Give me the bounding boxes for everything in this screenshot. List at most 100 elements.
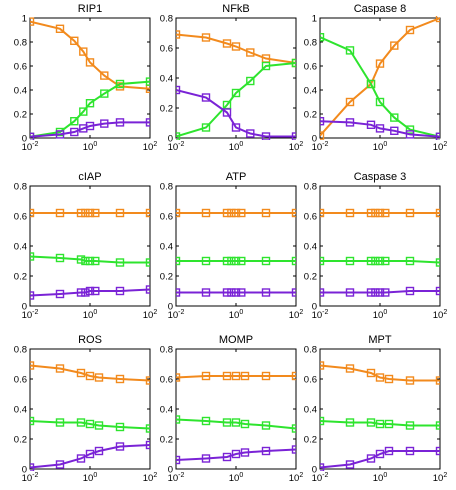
data-point-purple <box>371 288 380 297</box>
y-tick-label: 0.2 <box>304 272 317 283</box>
data-point-purple <box>201 288 211 297</box>
series-line-orange <box>30 364 150 382</box>
data-point-green <box>176 415 181 424</box>
data-point-green <box>345 256 355 266</box>
y-tick-label: 1 <box>22 14 27 25</box>
data-point-orange <box>366 368 376 378</box>
data-point-purple <box>91 286 100 296</box>
y-tick-label: 0.2 <box>304 110 317 121</box>
data-point-green <box>231 256 241 266</box>
data-point-purple <box>231 123 241 132</box>
x-tick-label: 102 <box>289 472 304 484</box>
data-point-green <box>345 46 355 55</box>
panel-rip1: RIP1 0 0.2 0.4 0.6 0.8 1 10-2 100 102 <box>14 3 158 153</box>
data-point-green <box>115 422 125 432</box>
data-point-green <box>231 88 241 98</box>
data-point-orange <box>176 373 181 382</box>
data-point-purple <box>345 288 355 297</box>
data-point-orange <box>30 17 35 26</box>
data-point-orange <box>231 42 241 51</box>
y-tick-label: 0.6 <box>160 212 173 223</box>
y-tick-label: 0 <box>22 302 27 313</box>
data-point-orange <box>145 208 150 218</box>
panel-title: Caspase 8 <box>354 3 407 15</box>
y-tick-label: 0 <box>168 134 173 145</box>
panel-title: cIAP <box>78 171 101 183</box>
x-tick-label: 102 <box>433 472 448 484</box>
data-point-purple <box>240 448 250 457</box>
data-point-purple <box>261 132 271 140</box>
data-point-orange <box>176 30 181 39</box>
data-point-purple <box>320 288 325 297</box>
data-point-orange <box>222 208 232 218</box>
y-tick-label: 0.8 <box>160 345 173 356</box>
data-point-green <box>246 76 255 86</box>
y-tick-label: 0.8 <box>14 345 27 356</box>
data-point-purple <box>145 440 150 450</box>
data-point-green <box>145 77 150 86</box>
data-point-purple <box>320 463 325 471</box>
series-line-purple <box>320 120 440 138</box>
data-point-green <box>405 125 415 134</box>
data-point-purple <box>366 454 376 463</box>
data-point-green <box>201 123 211 132</box>
y-tick-label: 0.4 <box>304 86 317 97</box>
data-point-purple <box>366 288 376 297</box>
data-point-orange <box>145 376 150 385</box>
data-point-green <box>435 258 440 267</box>
y-tick-label: 0.8 <box>304 38 317 49</box>
panel-ros: ROS 0 0.2 0.4 0.6 0.8 10-2 100 102 <box>14 334 158 484</box>
data-point-purple <box>55 130 65 139</box>
data-point-orange <box>320 131 325 140</box>
y-tick-label: 0 <box>312 302 317 313</box>
data-point-orange <box>366 208 376 218</box>
data-point-orange <box>30 208 35 218</box>
data-point-purple <box>231 449 241 459</box>
data-point-green <box>375 256 385 266</box>
data-point-purple <box>176 85 181 95</box>
data-point-purple <box>222 108 232 117</box>
data-point-purple <box>115 286 125 296</box>
data-point-purple <box>375 288 385 297</box>
data-point-green <box>115 258 125 267</box>
data-point-orange <box>231 208 241 218</box>
x-tick-label: 102 <box>143 472 158 484</box>
series-line-green <box>30 420 150 430</box>
data-point-purple <box>231 288 241 297</box>
data-point-green <box>55 418 65 427</box>
data-point-purple <box>94 446 104 456</box>
y-tick-label: 0 <box>22 134 27 145</box>
data-point-green <box>85 98 95 108</box>
data-point-purple <box>85 121 95 131</box>
axes-box <box>175 185 297 307</box>
data-point-orange <box>76 208 86 218</box>
x-tick-label: 100 <box>83 309 98 321</box>
data-point-purple <box>115 442 125 451</box>
data-point-purple <box>85 449 95 459</box>
panel-nfkb: NFkB 0 0.2 0.4 0.6 0.8 10-2 100 102 <box>160 3 304 153</box>
data-point-orange <box>81 208 90 218</box>
data-point-orange <box>291 371 296 381</box>
x-tick-label: 10-2 <box>168 472 185 484</box>
panel-title: MOMP <box>219 334 253 346</box>
data-point-purple <box>222 452 232 462</box>
x-tick-label: 100 <box>229 472 244 484</box>
data-point-purple <box>176 455 181 465</box>
data-point-orange <box>201 208 211 218</box>
series-line-purple <box>320 290 440 294</box>
x-tick-label: 100 <box>229 141 244 153</box>
series-line-purple <box>176 89 296 138</box>
data-point-green <box>366 256 376 266</box>
data-point-orange <box>345 97 355 107</box>
panel-title: ATP <box>226 171 247 183</box>
data-point-orange <box>375 373 385 382</box>
series-line-green <box>30 80 150 138</box>
series-group <box>176 30 296 140</box>
data-point-green <box>176 256 181 266</box>
x-tick-label: 10-2 <box>312 309 329 321</box>
data-point-purple <box>384 446 394 456</box>
data-point-green <box>81 256 90 266</box>
data-point-green <box>91 256 100 266</box>
data-point-purple <box>55 289 65 299</box>
data-point-orange <box>55 208 65 218</box>
